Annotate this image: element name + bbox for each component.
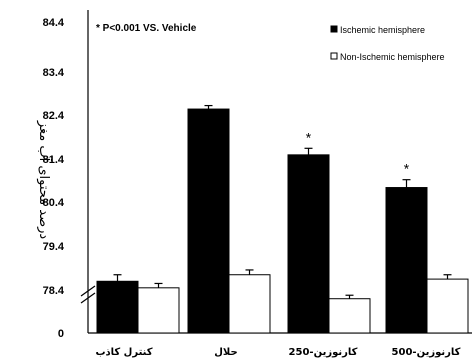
legend-label-ischemic: Ischemic hemisphere (340, 25, 425, 35)
axis-break-marks (80, 285, 96, 304)
y-tick-label: 79.4 (43, 241, 65, 253)
bar-non-ischemic (328, 298, 371, 334)
y-tick-label: 0 (58, 328, 64, 340)
y-axis-label: درصد محتوای آب مغز (36, 120, 53, 240)
significance-note: * P<0.001 VS. Vehicle (96, 23, 197, 34)
x-category-label: حلال (214, 347, 237, 358)
x-category-label: کارنوزین-250 (289, 347, 358, 358)
bar-ischemic (385, 187, 428, 334)
y-tick-labels: 84.4 83.4 82.4 81.4 80.4 79.4 78.4 0 (43, 17, 65, 340)
y-tick-label: 80.4 (43, 197, 65, 209)
y-tick-label: 82.4 (43, 110, 65, 122)
y-tick-label: 78.4 (43, 285, 65, 297)
bar-ischemic (96, 280, 139, 334)
y-tick-label: 81.4 (43, 154, 65, 166)
legend: Ischemic hemisphere Non-Ischemic hemisph… (330, 25, 445, 62)
bar-ischemic (287, 154, 330, 334)
significance-star: * (404, 161, 410, 177)
y-tick-label: 84.4 (43, 17, 65, 29)
legend-label-non-ischemic: Non-Ischemic hemisphere (340, 52, 445, 62)
bar-ischemic (187, 108, 230, 334)
significance-star: * (306, 129, 312, 145)
bars-group: ** (96, 104, 469, 334)
x-category-labels: کنترل کاذب حلال کارنوزین-250 کارنوزین-50… (95, 347, 460, 358)
y-tick-label: 83.4 (43, 67, 65, 79)
x-category-label: کنترل کاذب (95, 347, 152, 358)
legend-swatch-non-ischemic (330, 52, 338, 60)
legend-swatch-ischemic (330, 25, 338, 33)
bar-non-ischemic (137, 287, 180, 334)
bar-non-ischemic (228, 274, 271, 334)
x-category-label: کارنوزین-500 (392, 347, 461, 358)
bar-non-ischemic (426, 278, 469, 334)
